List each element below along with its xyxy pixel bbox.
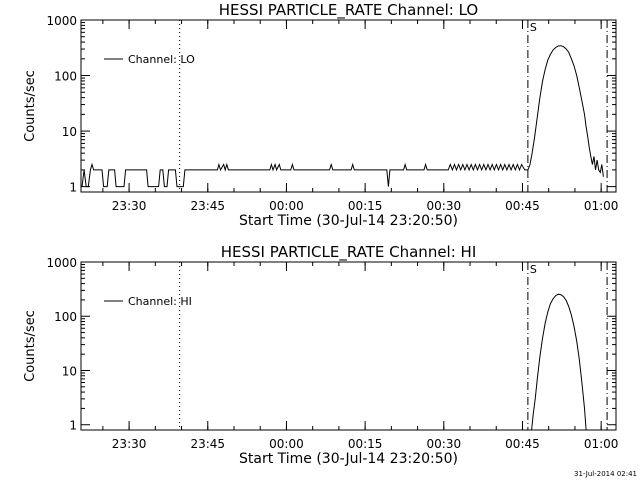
x-tick-label: 01:00 xyxy=(584,437,619,451)
y-axis-label: Counts/sec xyxy=(23,310,38,382)
x-tick-label: 00:30 xyxy=(427,199,462,213)
y-tick-label: 100 xyxy=(54,310,77,324)
y-tick-label: 10 xyxy=(62,364,77,378)
x-axis-label: Start Time (30-Jul-14 23:20:50) xyxy=(239,213,458,229)
x-tick-label: 23:45 xyxy=(190,437,225,451)
x-tick-label: 00:45 xyxy=(505,437,540,451)
event-marker-label: S xyxy=(530,21,537,34)
series-line xyxy=(81,45,604,188)
lo-channel-panel: HESSI PARTICLE_RATE Channel: LO 1 10 100 100… xyxy=(23,1,618,229)
x-tick-label: 23:45 xyxy=(190,199,225,213)
chart-title: HESSI PARTICLE_RATE Channel: HI xyxy=(221,243,477,262)
y-tick-label: 1 xyxy=(69,181,77,195)
y-tick-label: 1 xyxy=(69,419,77,433)
x-axis-label: Start Time (30-Jul-14 23:20:50) xyxy=(239,451,458,467)
y-axis-label: Counts/sec xyxy=(23,70,38,142)
hi-channel-panel: HESSI PARTICLE_RATE Channel: HI 1 10 100 100… xyxy=(23,243,618,467)
x-tick-label: 00:45 xyxy=(505,199,540,213)
footer-timestamp: 31-Jul-2014 02:41 xyxy=(574,470,637,478)
series-line xyxy=(531,293,587,430)
x-tick-label: 23:30 xyxy=(112,199,147,213)
x-tick-label: 00:30 xyxy=(427,437,462,451)
chart-title: HESSI PARTICLE_RATE Channel: LO xyxy=(219,1,478,20)
legend-label: Channel: LO xyxy=(128,53,195,66)
x-tick-label: 01:00 xyxy=(584,199,619,213)
y-tick-label: 10 xyxy=(62,125,77,139)
x-tick-label: 00:15 xyxy=(348,199,383,213)
y-tick-label: 1000 xyxy=(46,14,77,28)
x-tick-label: 00:00 xyxy=(269,437,304,451)
x-tick-label: 00:00 xyxy=(269,199,304,213)
plot-frame xyxy=(80,261,617,431)
y-tick-label: 100 xyxy=(54,70,77,84)
event-marker-label: S xyxy=(530,263,537,276)
x-tick-label: 00:15 xyxy=(348,437,383,451)
legend-label: Channel: HI xyxy=(128,295,192,308)
plot-frame xyxy=(80,19,617,193)
y-tick-label: 1000 xyxy=(46,256,77,270)
x-tick-label: 23:30 xyxy=(112,437,147,451)
